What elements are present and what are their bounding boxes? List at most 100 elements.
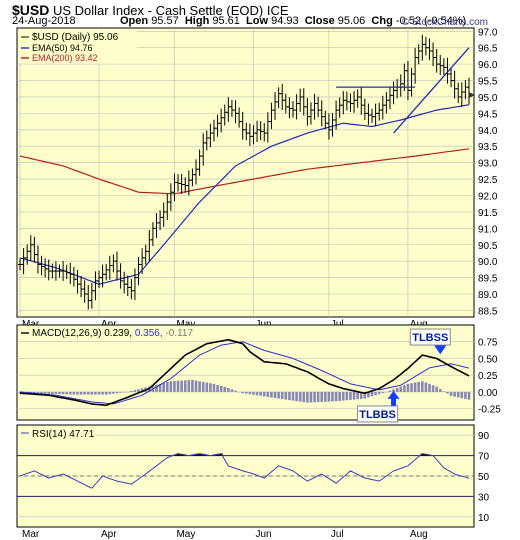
rsi-ob-bar (201, 454, 205, 456)
macd-hist-bar (97, 391, 101, 395)
macd-hist-bar (273, 391, 277, 399)
macd-hist-bar (349, 391, 352, 400)
macd-hist-bar (244, 391, 248, 394)
price-tick-label: 94.5 (478, 109, 498, 120)
macd-hist-bar (464, 391, 467, 399)
close-label: Close (304, 15, 335, 27)
rsi-tick-label: 90 (478, 431, 490, 442)
macd-hist-bar (212, 383, 216, 392)
rsi-tick-label: 10 (478, 513, 490, 524)
macd-tick-label: 0.75 (478, 338, 498, 349)
macd-hist-bar (54, 391, 58, 395)
price-tick-label: 90.5 (478, 241, 498, 252)
macd-hist-bar (194, 380, 198, 392)
macd-hist-bar (252, 391, 255, 395)
macd-hist-bar (101, 391, 104, 395)
macd-hist-bar (219, 385, 223, 392)
open-label: Open (120, 15, 149, 27)
macd-hist-bar (18, 391, 22, 394)
macd-legend-bg (19, 327, 249, 339)
macd-hist-bar (262, 391, 266, 397)
macd-hist-bar (165, 382, 169, 392)
macd-hist-bar (104, 391, 108, 395)
macd-hist-bar (442, 391, 446, 392)
chart-date: 24-Aug-2018 (12, 15, 76, 27)
macd-hist-bar (255, 391, 259, 396)
macd-hist-bar (137, 389, 140, 392)
macd-hist-bar (345, 391, 349, 401)
price-tick-label: 96.5 (478, 44, 498, 55)
price-tick-label: 94.0 (478, 126, 498, 137)
annotation-arrow-up-stem (391, 397, 397, 406)
macd-hist-bar (395, 387, 399, 392)
macd-hist-bar (230, 389, 234, 392)
macd-hist-bar (435, 386, 438, 392)
price-tick-label: 91.0 (478, 224, 498, 235)
macd-hist-bar (72, 391, 76, 395)
legend-entry-0: EMA(50) 94.76 (32, 43, 93, 53)
macd-hist-bar (266, 391, 270, 397)
macd-hist-bar (377, 391, 381, 395)
macd-hist-bar (223, 386, 227, 392)
macd-hist-bar (173, 380, 176, 392)
watermark: © StockCharts.com (401, 17, 488, 28)
macd-hist-bar (431, 385, 435, 392)
rsi-ob-bar (194, 454, 198, 456)
macd-hist-bar (183, 380, 187, 392)
macd-tick-label: -0.25 (478, 405, 501, 416)
macd-hist-bar (338, 391, 341, 401)
macd-hist-bar (43, 391, 47, 394)
rsi-ob-bar (197, 453, 202, 456)
macd-hist-bar (341, 391, 345, 401)
price-legend-bg (19, 29, 137, 63)
ema200-line (19, 148, 470, 195)
macd-hist-bar (295, 391, 298, 402)
macd-hist-bar (406, 383, 410, 392)
price-tick-label: 91.5 (478, 208, 498, 219)
macd-hist-bar (413, 382, 417, 392)
macd-hist-bar (169, 381, 173, 392)
macd-hist-bar (298, 391, 302, 402)
macd-tick-label: 0.50 (478, 354, 498, 365)
macd-hist-bar (284, 391, 288, 400)
macd-hist-bar (438, 388, 442, 392)
macd-hist-bar (40, 391, 43, 394)
rsi-tick-label: 70 (478, 452, 490, 463)
macd-hist-bar (356, 391, 359, 400)
macd-hist-bar (112, 391, 115, 394)
macd-hist-bar (374, 391, 377, 396)
macd-hist-bar (453, 391, 456, 397)
price-tick-label: 90.0 (478, 257, 498, 268)
macd-hist-bar (180, 380, 183, 392)
annotation-label-tlbss: TLBSS (412, 332, 448, 344)
macd-hist-bar (460, 391, 464, 399)
macd-hist-bar (68, 391, 72, 395)
macd-hist-bar (359, 391, 363, 399)
low-value: 94.93 (271, 15, 299, 27)
macd-hist-bar (331, 391, 334, 402)
macd-title-part-0: MACD(12,26,9) (32, 328, 104, 339)
macd-hist-bar (216, 384, 219, 392)
chg-value: -0.52 (-0.54%) (395, 15, 467, 27)
macd-hist-bar (421, 381, 424, 392)
annotation-arrow-up (387, 390, 400, 399)
price-tick-label: 92.0 (478, 191, 498, 202)
macd-hist-bar (352, 391, 356, 400)
x-month-label-bottom: Jun (255, 529, 271, 540)
macd-hist-bar (367, 391, 370, 398)
support-trend-line (393, 47, 470, 134)
rsi-tick-label: 30 (478, 492, 490, 503)
macd-hist-bar (58, 391, 61, 395)
annotation-arrow-down (434, 345, 447, 355)
macd-hist-bar (399, 386, 403, 392)
x-month-label-bottom: May (176, 529, 195, 540)
macd-hist-bar (162, 382, 165, 392)
annotation-label-tlbbs: TLBBS (359, 409, 396, 421)
macd-hist-bar (324, 391, 327, 402)
price-tick-label: 89.0 (478, 290, 498, 301)
macd-hist-bar (306, 391, 309, 403)
macd-tick-label: 0.25 (478, 371, 498, 382)
macd-hist-bar (270, 391, 273, 398)
